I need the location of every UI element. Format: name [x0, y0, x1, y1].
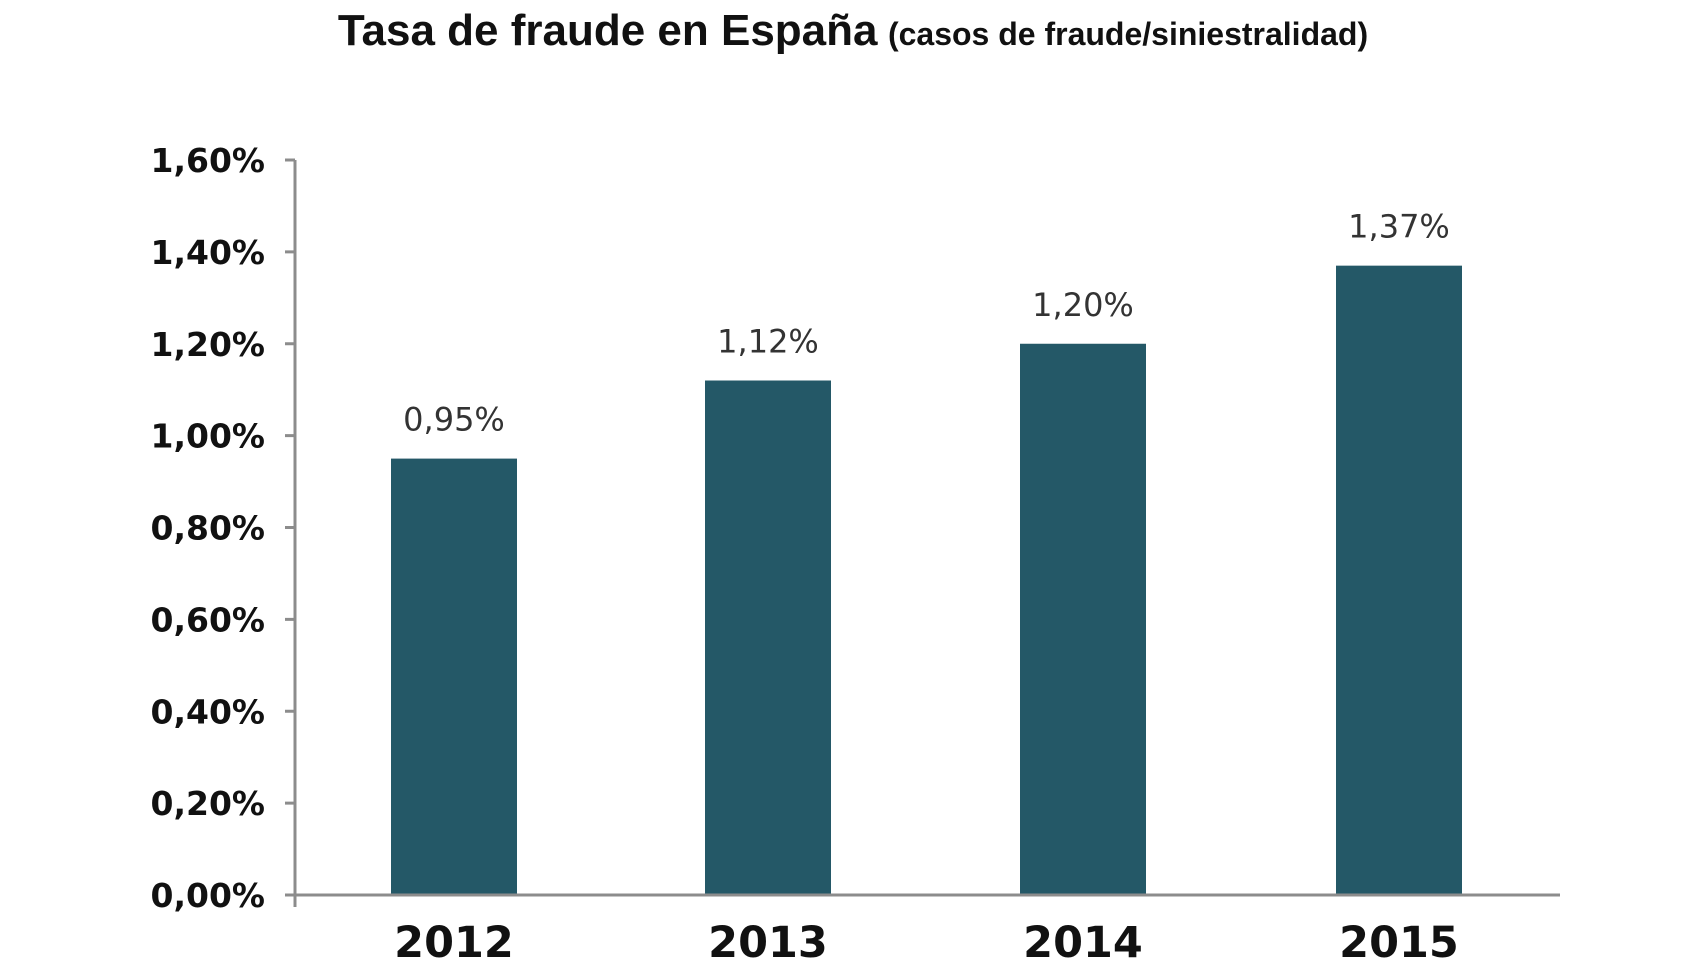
bar-2013	[705, 380, 831, 895]
data-label: 0,95%	[403, 401, 505, 439]
y-tick-label: 0,00%	[151, 876, 266, 915]
y-tick-label: 0,20%	[151, 784, 266, 823]
x-tick-label: 2014	[1023, 918, 1143, 960]
x-tick-label: 2012	[394, 918, 514, 960]
y-tick-label: 0,40%	[151, 692, 266, 731]
data-label: 1,12%	[717, 323, 819, 361]
y-tick-label: 1,40%	[151, 233, 266, 272]
y-tick-label: 0,80%	[151, 509, 266, 548]
bar-2012	[391, 458, 517, 895]
y-tick-label: 1,00%	[151, 417, 266, 456]
x-tick-label: 2015	[1339, 918, 1459, 960]
chart-subtitle: (casos de fraude/siniestralidad)	[887, 16, 1369, 52]
chart-title: Tasa de fraude en España	[337, 6, 878, 55]
data-label: 1,37%	[1348, 208, 1450, 246]
bar-2014	[1020, 343, 1146, 895]
data-label: 1,20%	[1032, 286, 1134, 324]
bar-2015	[1336, 265, 1462, 895]
x-tick-label: 2013	[708, 918, 828, 960]
y-tick-label: 1,60%	[151, 141, 266, 180]
chart-title-block: Tasa de fraude en España (casos de fraud…	[0, 6, 1706, 56]
y-tick-label: 1,20%	[151, 325, 266, 364]
y-tick-label: 0,60%	[151, 600, 266, 639]
